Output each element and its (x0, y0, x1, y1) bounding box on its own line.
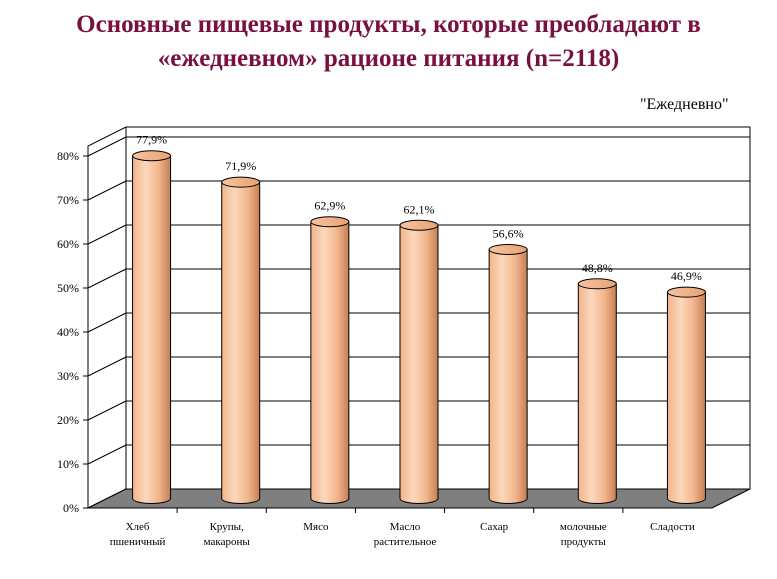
gridline-side (87, 400, 127, 421)
gridline-side (87, 268, 127, 289)
x-tick-label: растительное (374, 536, 437, 548)
data-label: 46,9% (671, 269, 702, 283)
x-tick-label: продукты (561, 536, 607, 548)
bar-top (577, 278, 617, 290)
y-tick-label: 50% (57, 281, 79, 295)
y-tick-label: 60% (57, 237, 79, 251)
bar-top (132, 150, 172, 162)
bar (310, 221, 350, 504)
data-label: 62,1% (404, 202, 435, 216)
x-tick-label: Хлеб (126, 521, 150, 533)
x-tick-label: молочные (560, 521, 607, 533)
data-label: 77,9% (136, 133, 167, 147)
gridline-side (87, 224, 127, 245)
bar (488, 248, 528, 504)
chart-title-line-2: «ежедневном» рационе питания (n=2118) (157, 45, 620, 72)
gridline-side (87, 444, 127, 465)
x-tick-label: Масло (390, 521, 421, 533)
data-label: 56,6% (493, 226, 524, 240)
y-tick-label: 0% (63, 501, 79, 515)
legend-label: "Ежедневно" (640, 96, 729, 113)
data-label: 71,9% (225, 159, 256, 173)
bar (221, 181, 261, 504)
bar (577, 283, 617, 504)
gridline-side (87, 136, 127, 157)
y-tick-label: 20% (57, 413, 79, 427)
x-tick-label: Крупы, (210, 521, 244, 533)
bar (666, 291, 706, 504)
bar-top (488, 243, 528, 255)
data-label: 48,8% (582, 261, 613, 275)
gridline-side (87, 312, 127, 333)
bar-top (310, 216, 350, 228)
y-tick-label: 80% (57, 149, 79, 163)
y-tick-label: 30% (57, 369, 79, 383)
bar-top (221, 176, 261, 188)
bar-top (666, 286, 706, 298)
x-tick-label: макароны (204, 536, 251, 548)
x-tick-label: Сахар (480, 521, 508, 533)
x-tick-label: Сладости (650, 521, 695, 533)
gridline-side (87, 356, 127, 377)
chart-title: Основные пищевые продукты, которые преоб… (0, 8, 777, 76)
chart-title-line-1: Основные пищевые продукты, которые преоб… (76, 11, 701, 38)
bar (132, 155, 172, 504)
data-label: 62,9% (314, 199, 345, 213)
gridline-side (87, 180, 127, 201)
x-tick-label: Мясо (303, 521, 329, 533)
y-tick-label: 40% (57, 325, 79, 339)
x-tick-label: пшеничный (110, 536, 166, 548)
bar (399, 224, 439, 504)
y-tick-label: 10% (57, 457, 79, 471)
bar-top (399, 219, 439, 231)
y-tick-label: 70% (57, 193, 79, 207)
